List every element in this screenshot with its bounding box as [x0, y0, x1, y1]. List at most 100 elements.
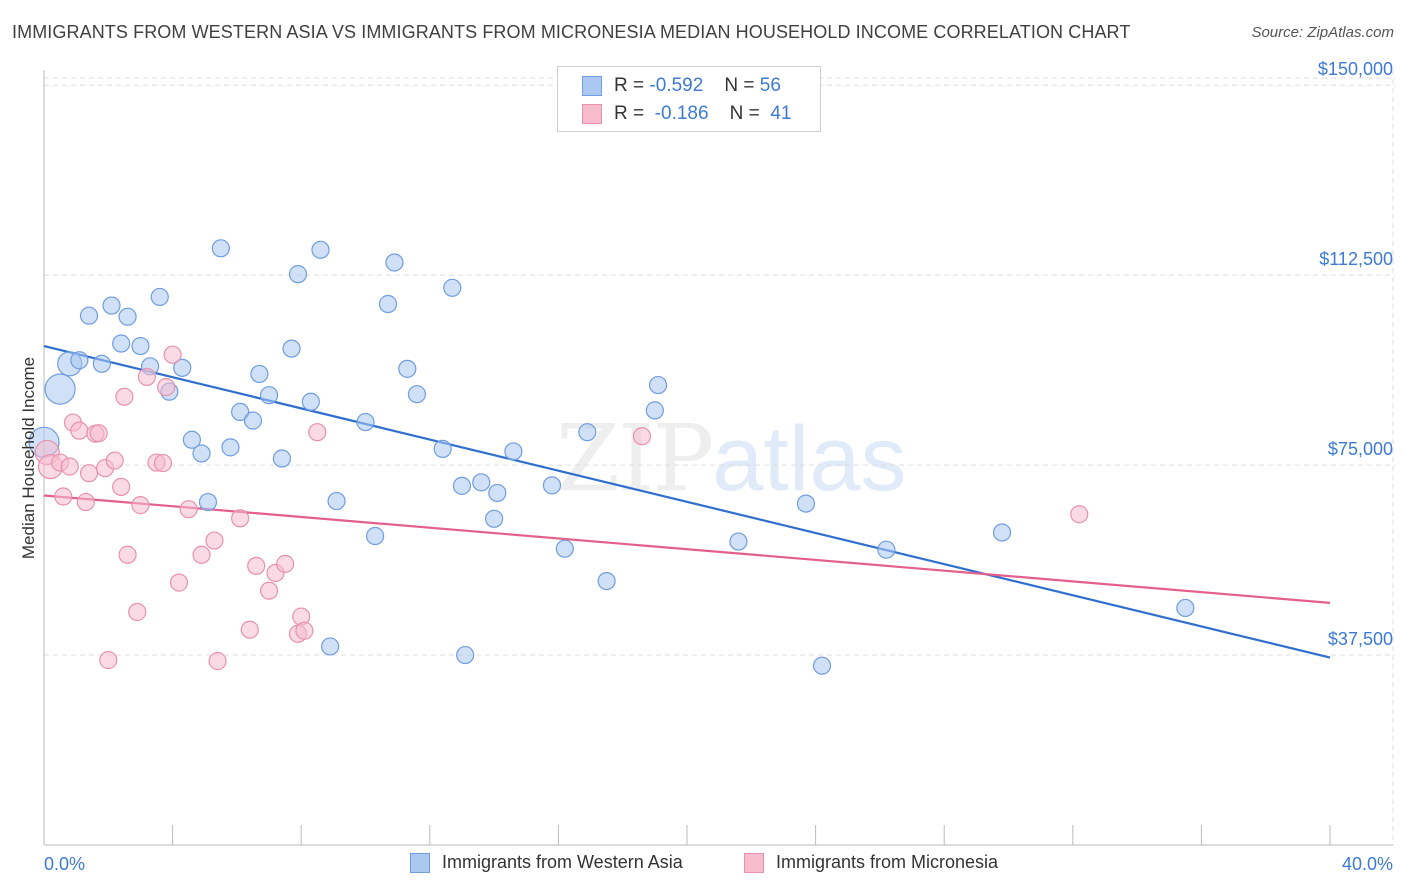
micronesia-point — [115, 387, 134, 406]
western-asia-point — [796, 494, 816, 513]
micronesia-point — [231, 509, 250, 528]
western-asia-point — [301, 392, 320, 411]
western-asia-point — [385, 253, 404, 272]
western-asia-point — [407, 385, 427, 404]
micronesia-point — [295, 621, 314, 640]
n-value: 41 — [770, 103, 792, 124]
axes — [43, 70, 1393, 846]
western-asia-point — [452, 476, 472, 495]
western-asia-point — [250, 364, 269, 384]
legend-item-western-asia: Immigrants from Western Asia — [410, 852, 683, 873]
western-asia-point — [79, 306, 99, 325]
source-credit: Source: ZipAtlas.com — [1251, 24, 1394, 41]
watermark-atlas: atlas — [712, 408, 907, 510]
y-tick-label: $112,500 — [1319, 249, 1393, 269]
western-asia-point — [182, 430, 201, 449]
western-asia-point — [398, 359, 417, 378]
n-label: N = — [724, 75, 755, 96]
western-asia-point — [555, 539, 574, 558]
micronesia-trend-line — [43, 494, 1331, 604]
western-asia-point — [288, 265, 308, 284]
western-asia-point — [327, 491, 346, 511]
western-asia-point — [578, 423, 597, 442]
y-tick-label: $75,000 — [1328, 439, 1393, 459]
western-asia-point — [70, 351, 89, 370]
western-asia-point — [456, 645, 475, 665]
series-legend: Immigrants from Western Asia Immigrants … — [0, 852, 1406, 878]
western-asia-point — [192, 444, 211, 463]
western-asia-point — [504, 442, 523, 461]
micronesia-point — [247, 556, 266, 575]
micronesia-point — [179, 500, 198, 519]
western-asia-point — [311, 240, 330, 259]
western-asia-point — [211, 239, 230, 258]
trend-lines — [43, 344, 1331, 659]
y-tick-label: $150,000 — [1318, 59, 1393, 79]
western-asia-point — [443, 278, 462, 297]
n-label: N = — [729, 103, 760, 124]
western-asia-point — [1176, 598, 1195, 618]
western-asia-point — [112, 334, 131, 353]
r-value: -0.186 — [654, 103, 709, 124]
micronesia-point — [153, 453, 173, 473]
western-asia-point — [282, 339, 301, 358]
western-asia-point — [378, 294, 398, 314]
r-label: R = — [614, 75, 645, 96]
western-asia-point — [488, 483, 507, 503]
chart-title: IMMIGRANTS FROM WESTERN ASIA VS IMMIGRAN… — [12, 22, 1131, 42]
x-tick-label: 40.0% — [1342, 854, 1393, 874]
micronesia-point — [54, 487, 73, 506]
western-asia-point — [150, 287, 169, 307]
stats-legend: R = -0.592 N = 56 R = -0.186 N = 41 — [557, 66, 821, 132]
pink-swatch — [582, 104, 602, 124]
micronesia-point — [1070, 505, 1089, 524]
legend-label: Immigrants from Micronesia — [776, 852, 999, 872]
micronesia-point — [112, 477, 131, 496]
western-asia-point — [812, 656, 832, 675]
micronesia-point — [157, 377, 176, 397]
western-asia-point — [221, 438, 240, 457]
micronesia-point — [632, 427, 652, 446]
western-asia-point — [173, 358, 192, 377]
western-asia-point — [118, 307, 137, 326]
legend-item-micronesia: Immigrants from Micronesia — [744, 852, 998, 873]
r-label: R = — [614, 103, 645, 124]
western-asia-point — [542, 476, 562, 495]
western-asia-point — [472, 473, 491, 492]
western-asia-point — [198, 492, 218, 512]
western-asia-point — [648, 375, 668, 395]
micronesia-point — [128, 602, 147, 622]
western-asia-point — [259, 386, 279, 405]
micronesia-point — [70, 421, 89, 440]
micronesia-point — [137, 367, 156, 387]
blue-swatch — [582, 76, 602, 96]
micronesia-point — [60, 457, 79, 476]
r-value: -0.592 — [649, 75, 704, 96]
western-asia-point — [366, 526, 385, 546]
micronesia-point — [205, 531, 224, 550]
legend-label: Immigrants from Western Asia — [442, 852, 683, 872]
grid-lines — [44, 70, 1395, 845]
western-asia-point — [729, 532, 748, 551]
tick-labels: $37,500 $75,000 $112,500 $150,000 0.0% 40.0% — [44, 59, 1393, 874]
stats-row-western-asia: R = -0.592 N = 56 — [582, 72, 781, 100]
western-asia-point — [597, 571, 616, 591]
western-asia-point — [485, 509, 504, 528]
data-points — [28, 239, 1195, 675]
micronesia-point — [79, 464, 99, 483]
western-asia-point — [433, 439, 452, 458]
micronesia-point — [169, 573, 189, 592]
stats-row-micronesia: R = -0.186 N = 41 — [582, 100, 791, 128]
micronesia-point — [76, 492, 95, 512]
micronesia-point — [240, 620, 259, 639]
x-tick-label: 0.0% — [44, 854, 85, 874]
western-asia-point — [231, 402, 250, 422]
western-asia-point — [645, 401, 664, 420]
blue-swatch — [410, 852, 430, 873]
western-asia-point — [102, 296, 121, 315]
pink-swatch — [744, 852, 764, 873]
western-asia-trend-line — [43, 344, 1331, 659]
micronesia-point — [163, 345, 182, 364]
y-tick-label: $37,500 — [1328, 629, 1393, 649]
